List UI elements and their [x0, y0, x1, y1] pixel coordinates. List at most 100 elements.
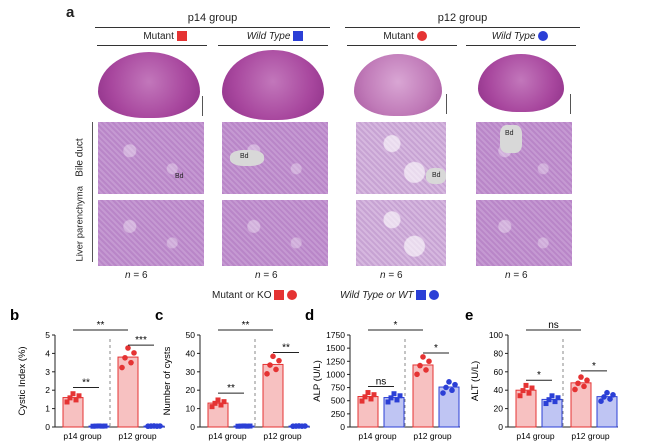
micrograph-parenchyma-mutant-p12 — [356, 200, 446, 266]
data-point — [302, 423, 308, 429]
micrograph-parenchyma-wt-p14 — [222, 200, 328, 266]
y-tick-label: 750 — [331, 383, 345, 393]
data-point — [452, 381, 458, 388]
data-point — [420, 354, 426, 360]
y-tick-label: 4 — [45, 348, 50, 358]
significance-label: ns — [548, 320, 559, 331]
data-point — [122, 354, 128, 361]
group-divider-p14 — [95, 27, 330, 28]
bar — [541, 398, 563, 428]
data-point — [64, 399, 70, 405]
col-header-3: Mutant — [355, 31, 455, 42]
data-point — [440, 390, 446, 396]
bar — [357, 396, 379, 428]
red-circle-icon — [416, 31, 427, 42]
bd-label: Bd — [240, 153, 249, 160]
col-divider-1 — [97, 45, 207, 46]
micrograph-parenchyma-wt-p12 — [476, 200, 572, 266]
y-tick-label: 20 — [186, 385, 196, 395]
data-point — [238, 423, 244, 429]
data-point — [209, 404, 215, 410]
data-point — [604, 389, 610, 396]
y-tick-label: 30 — [186, 367, 196, 377]
data-point — [131, 350, 137, 356]
significance-label: ** — [242, 320, 250, 331]
data-point — [417, 362, 423, 369]
y-tick-label: 0 — [498, 422, 503, 432]
data-point — [443, 384, 449, 391]
panel-a-letter: a — [66, 4, 75, 21]
data-point — [449, 387, 455, 394]
y-tick-label: 250 — [331, 409, 345, 419]
group-title-p12: p12 group — [437, 12, 488, 24]
data-point — [99, 423, 105, 429]
data-point — [371, 392, 377, 398]
col-divider-4 — [466, 45, 576, 46]
data-point — [273, 366, 279, 373]
row-divider — [92, 122, 93, 262]
bar — [570, 382, 592, 428]
x-tick-label: p12 group — [413, 431, 452, 441]
col-header-2: Wild Type — [225, 31, 325, 42]
blue-circle-icon — [538, 31, 549, 42]
bar — [596, 396, 618, 428]
bile-duct-lumen — [500, 125, 522, 153]
data-point — [578, 374, 584, 380]
x-tick-label: p14 group — [358, 431, 397, 441]
data-point — [362, 394, 368, 400]
y-tick-label: 20 — [494, 404, 504, 414]
blue-square-icon — [293, 31, 304, 42]
panel-letter-d: d — [305, 307, 314, 324]
scale-bar — [446, 94, 447, 114]
y-tick-label: 0 — [190, 422, 195, 432]
y-tick-label: 5 — [45, 330, 50, 340]
data-point — [610, 392, 616, 398]
n-label-2: n = 6 — [255, 270, 278, 281]
y-tick-label: 1750 — [326, 330, 345, 340]
x-tick-label: p12 group — [571, 431, 610, 441]
col-label-wt-p14: Wild Type — [246, 31, 291, 42]
y-axis-label: ALT (U/L) — [470, 361, 481, 401]
data-point — [552, 399, 558, 405]
blue-square-icon — [416, 290, 427, 301]
data-point — [549, 393, 555, 399]
y-tick-label: 80 — [494, 348, 504, 358]
data-point — [517, 393, 523, 399]
data-point — [607, 396, 613, 402]
data-point — [119, 364, 125, 371]
data-point — [575, 380, 581, 387]
red-square-icon — [176, 31, 187, 42]
col-header-4: Wild Type — [470, 31, 570, 42]
data-point — [235, 423, 241, 429]
micrograph-parenchyma-mutant-p14 — [98, 200, 204, 266]
data-point — [598, 398, 604, 404]
col-label-mutant-p14: Mutant — [143, 31, 174, 42]
data-point — [76, 393, 82, 399]
significance-label: * — [537, 370, 541, 381]
data-point — [212, 400, 218, 406]
y-axis-label: Number of cysts — [162, 346, 173, 415]
data-point — [446, 379, 452, 385]
data-point — [67, 395, 73, 401]
col-label-mutant-p12: Mutant — [383, 31, 414, 42]
y-tick-label: 60 — [494, 367, 504, 377]
data-point — [365, 390, 371, 396]
y-tick-label: 2 — [45, 385, 50, 395]
data-point — [584, 377, 590, 383]
data-point — [270, 353, 276, 360]
y-tick-label: 50 — [186, 330, 196, 340]
y-tick-label: 40 — [186, 348, 196, 358]
y-tick-label: 100 — [489, 330, 503, 340]
y-tick-label: 10 — [186, 404, 196, 414]
micrograph-bile-duct-mutant-p14 — [98, 122, 204, 194]
data-point — [90, 423, 96, 429]
bd-label: Bd — [432, 172, 441, 179]
bar-charts: b 0 1 2 3 4 5 Cystic Index (%) p14 group p12 grou… — [10, 307, 618, 441]
group-divider-p12 — [345, 27, 580, 28]
red-square-icon — [274, 290, 285, 301]
data-point — [572, 386, 578, 393]
data-point — [241, 423, 247, 429]
data-point — [426, 358, 432, 365]
data-point — [546, 397, 552, 403]
row-label-bile-duct: Bile duct — [74, 138, 86, 177]
